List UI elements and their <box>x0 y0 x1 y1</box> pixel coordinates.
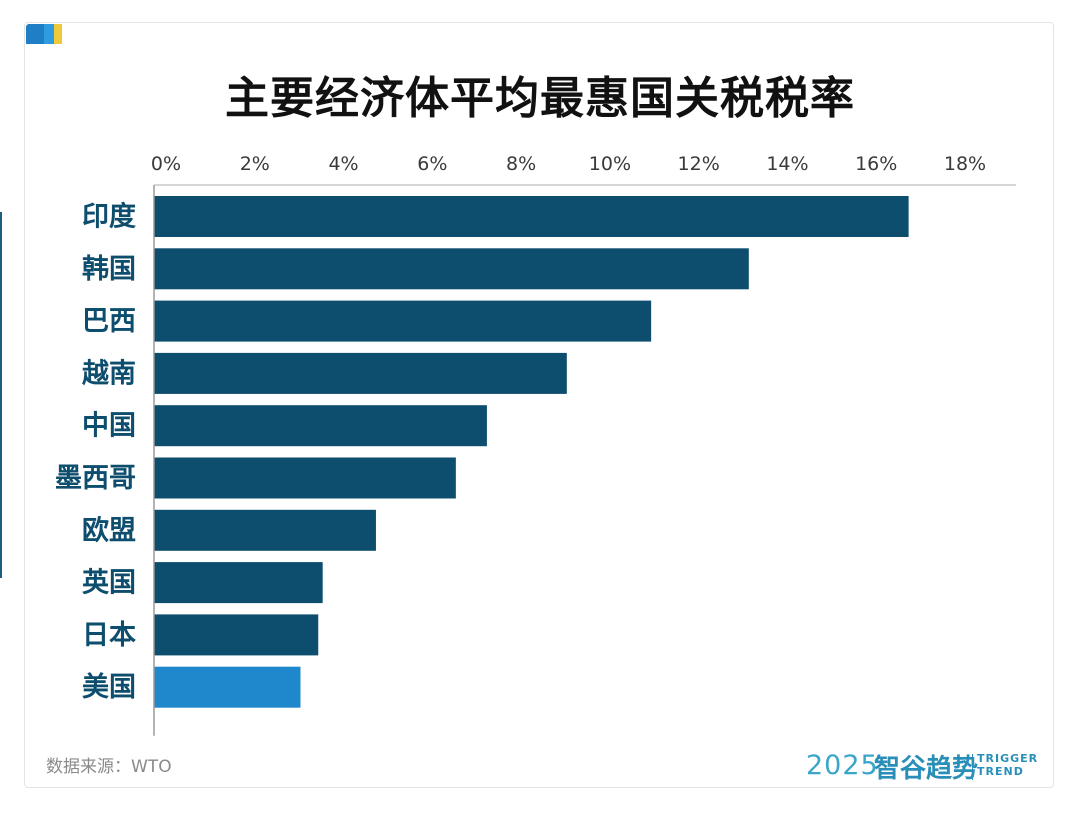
bar <box>154 509 376 551</box>
category-label: 英国 <box>82 568 136 599</box>
x-tick-label: 10% <box>589 153 631 175</box>
brand-year: 2025 <box>806 750 879 781</box>
x-tick-label: 8% <box>506 153 536 175</box>
bar <box>154 562 323 604</box>
bar <box>154 300 652 342</box>
x-tick-label: 16% <box>855 153 897 175</box>
bar <box>154 352 567 394</box>
category-label: 中国 <box>82 411 136 442</box>
category-label: 墨西哥 <box>55 463 136 494</box>
data-source: 数据来源：WTO <box>46 757 172 777</box>
bar <box>154 405 487 447</box>
category-label: 韩国 <box>82 254 136 285</box>
bar <box>154 666 301 708</box>
bar <box>154 248 749 290</box>
left-edge-rule <box>0 212 2 578</box>
chart-card <box>24 22 1054 788</box>
category-label: 欧盟 <box>82 515 136 546</box>
category-label: 越南 <box>82 358 136 389</box>
x-tick-label: 4% <box>328 153 358 175</box>
brand-name: 智谷趋势 <box>874 754 979 784</box>
bar <box>154 457 456 499</box>
category-label: 美国 <box>82 671 136 703</box>
chart-title: 主要经济体平均最惠国关税税率 <box>225 73 855 124</box>
corner-accent <box>26 24 62 44</box>
x-tick-label: 14% <box>766 153 808 175</box>
category-label: 巴西 <box>82 306 136 337</box>
x-tick-label: 0% <box>151 153 181 175</box>
x-tick-label: 12% <box>678 153 720 175</box>
bar <box>154 614 319 656</box>
x-tick-label: 18% <box>944 153 986 175</box>
category-label: 日本 <box>82 620 136 651</box>
brand-separator <box>972 754 973 780</box>
brand-english: TRIGGER TREND <box>977 752 1039 778</box>
x-tick-label: 6% <box>417 153 447 175</box>
category-label: 印度 <box>82 201 136 233</box>
x-tick-label: 2% <box>240 153 270 175</box>
bar <box>154 196 909 237</box>
